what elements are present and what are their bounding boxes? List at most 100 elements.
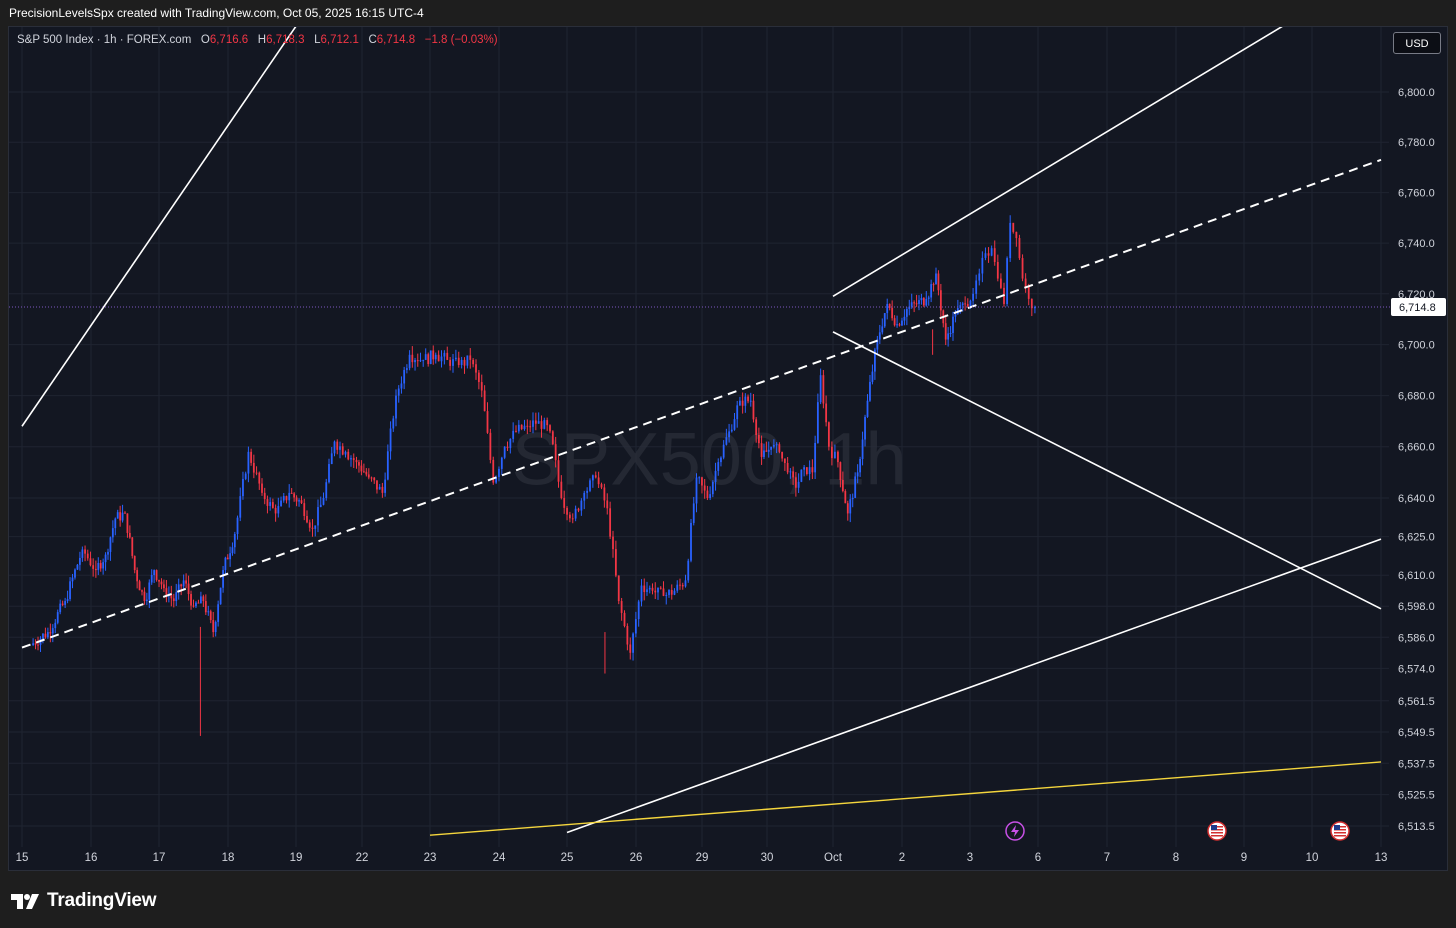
candle-body (214, 621, 217, 633)
symbol-info[interactable]: S&P 500 Index · 1h · FOREX.com (17, 34, 192, 46)
candle-body (698, 477, 701, 479)
candle-body (449, 359, 452, 366)
candle-body (1006, 258, 1008, 304)
candle-body (170, 594, 173, 599)
candle-body (589, 480, 591, 491)
time-axis-label: 8 (1173, 852, 1179, 864)
candle-body (350, 458, 352, 460)
candle-body (1000, 278, 1002, 288)
symbol-watermark: SPX500, 1h (512, 418, 907, 501)
candle-body (319, 504, 322, 508)
time-axis-label: 25 (561, 852, 574, 864)
candle-body (937, 273, 940, 291)
candle-body (534, 420, 537, 424)
candle-body (197, 602, 200, 604)
candle-body (816, 402, 819, 443)
us-flag-event-icon (1330, 821, 1350, 841)
candle-body (869, 381, 871, 401)
candle-body (51, 628, 54, 634)
candle-body (574, 508, 577, 519)
candle-body (532, 420, 534, 427)
candle-body (978, 273, 981, 281)
candle-body (277, 506, 280, 514)
candle-body (984, 253, 987, 258)
white-trendline (566, 538, 1382, 834)
candle-body (452, 359, 454, 366)
candle-body (918, 300, 920, 304)
candle-body (239, 496, 242, 518)
candle-body (775, 444, 778, 446)
tradingview-brand[interactable]: TradingView (11, 890, 157, 912)
time-axis-label: 18 (222, 852, 235, 864)
candle-body (752, 400, 755, 420)
candle-body (523, 425, 526, 430)
candle-body (947, 333, 950, 340)
candle-body (972, 293, 974, 301)
candle-body (886, 303, 889, 314)
candle-body (258, 472, 261, 484)
candle-body (623, 612, 626, 626)
candle-body (414, 360, 416, 363)
candle-body (648, 587, 651, 590)
chart-panel[interactable]: SPX500, 1h 6,800.0 6,780.0 6,760.0 6,740.0 6,… (8, 26, 1448, 871)
candle-body (207, 611, 210, 613)
candle-body (893, 318, 896, 326)
candle-body (76, 564, 79, 570)
candle-body (1009, 222, 1012, 259)
candle-body (883, 313, 886, 327)
candle-body (720, 457, 722, 463)
candle-body (395, 395, 397, 419)
candle-body (1018, 238, 1021, 259)
candle-body (651, 587, 654, 591)
candle-body (733, 419, 736, 430)
candle-body (996, 261, 999, 279)
time-axis-label: 3 (967, 852, 973, 864)
candle-body (529, 426, 532, 428)
currency-button[interactable]: USD (1393, 32, 1441, 54)
candle-body (690, 522, 692, 561)
candle-body (969, 300, 972, 307)
candle-body (437, 354, 440, 362)
time-axis-label: 6 (1035, 852, 1041, 864)
candle-body (477, 372, 480, 383)
candle-body (306, 515, 308, 523)
candle-body (384, 479, 387, 493)
candle-body (849, 499, 852, 514)
candle-body (981, 257, 984, 274)
candle-body (107, 551, 109, 555)
candle-body (927, 297, 930, 299)
time-axis-label: 2 (899, 852, 905, 864)
price-axis-label: 6,660.0 (1398, 442, 1435, 454)
candle-body (1034, 306, 1036, 309)
candle-body (365, 471, 368, 475)
candle-body (333, 441, 336, 454)
candle-body (881, 326, 884, 333)
candle-body (97, 563, 100, 571)
candle-body (141, 590, 143, 592)
candle-body (322, 498, 325, 505)
candle-body (131, 537, 134, 556)
time-axis-label: 17 (153, 852, 166, 864)
candle-body (434, 354, 437, 360)
candle-body (177, 584, 180, 593)
candle-body (92, 565, 95, 569)
candle-body (629, 644, 632, 653)
candle-body (185, 580, 188, 584)
candle-body (665, 594, 668, 596)
candle-body (121, 512, 124, 521)
candle-body (744, 396, 747, 406)
candle-body (163, 584, 165, 589)
candle-body (255, 472, 258, 474)
low-label: L (314, 34, 321, 46)
candle-body (844, 491, 847, 504)
candle-body (837, 451, 839, 463)
candle-body (285, 496, 288, 501)
candle-body (311, 527, 314, 529)
price-chart[interactable]: SPX500, 1h 6,800.0 6,780.0 6,760.0 6,740.0 6,… (9, 27, 1447, 870)
candle-body (1030, 298, 1033, 309)
candle-body (830, 446, 833, 459)
candle-body (920, 298, 923, 301)
candle-body (594, 475, 597, 478)
candle-body (89, 558, 92, 566)
candle-body (290, 492, 293, 494)
